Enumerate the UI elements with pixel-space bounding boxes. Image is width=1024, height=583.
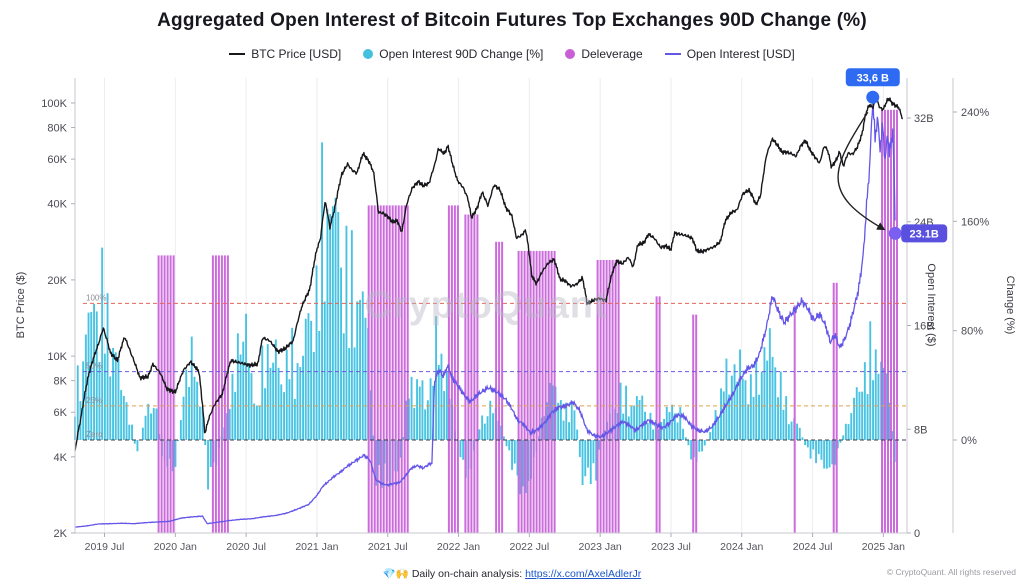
y-axis-title-btc-price: BTC Price ($)	[15, 271, 27, 339]
deleverage-bands	[157, 109, 898, 534]
svg-text:40K: 40K	[47, 199, 67, 211]
svg-text:10K: 10K	[47, 351, 67, 363]
svg-text:20K: 20K	[47, 275, 67, 287]
end-oi-dot	[888, 226, 902, 240]
svg-text:2020 Jul: 2020 Jul	[226, 541, 266, 553]
footer-note: 💎🙌 Daily on-chain analysis: https://x.co…	[0, 567, 1024, 580]
deleverage-marker-icon	[565, 49, 576, 59]
chart-title: Aggregated Open Interest of Bitcoin Futu…	[157, 10, 867, 31]
y-axis-title-change: Change (%)	[1004, 275, 1016, 335]
peak-annotation-badge	[845, 68, 900, 87]
svg-text:2022 Jul: 2022 Jul	[510, 541, 550, 553]
svg-text:2021 Jan: 2021 Jan	[295, 541, 338, 553]
svg-text:2K: 2K	[54, 528, 68, 540]
svg-text:6K: 6K	[54, 407, 68, 419]
svg-text:2021 Jul: 2021 Jul	[368, 541, 408, 553]
svg-text:2019 Jul: 2019 Jul	[85, 541, 125, 553]
svg-text:Zero: Zero	[86, 430, 103, 439]
svg-text:160%: 160%	[961, 216, 989, 228]
legend-label-deleverage: Deleverage	[581, 47, 643, 61]
svg-text:25%: 25%	[86, 396, 102, 405]
gridlines	[104, 78, 884, 533]
open-interest-marker-icon	[664, 53, 681, 55]
oi-change-marker-icon	[363, 49, 374, 59]
annotations: 33,6 B 23.1B	[837, 68, 948, 243]
svg-text:32B: 32B	[914, 113, 934, 125]
legend-item-btc-price[interactable]: BTC Price [USD]	[229, 47, 341, 61]
svg-text:100K: 100K	[41, 98, 67, 110]
svg-text:8K: 8K	[54, 376, 68, 388]
peak-to-end-arrow	[837, 111, 886, 231]
svg-text:2022 Jan: 2022 Jan	[437, 541, 480, 553]
svg-text:2024 Jan: 2024 Jan	[720, 541, 763, 553]
end-annotation-label: 23.1B	[910, 228, 939, 240]
svg-text:2024 Jul: 2024 Jul	[793, 541, 833, 553]
open-interest-line	[74, 100, 896, 528]
legend-label-open-interest: Open Interest [USD]	[686, 47, 795, 61]
author-link[interactable]: https://x.com/AxelAdlerJr	[525, 568, 642, 580]
peak-oi-dot	[866, 90, 880, 104]
end-annotation-badge	[901, 224, 948, 243]
legend-label-oi-90d-change: Open Interest 90D Change [%]	[379, 47, 544, 61]
svg-text:80%: 80%	[961, 326, 983, 338]
svg-text:8B: 8B	[914, 424, 927, 436]
legend: BTC Price [USD] Open Interest 90D Change…	[0, 47, 1024, 61]
btc-price-line	[74, 97, 904, 451]
svg-text:2025 Jan: 2025 Jan	[862, 541, 905, 553]
svg-text:0%: 0%	[961, 435, 977, 447]
peak-annotation-label: 33,6 B	[857, 72, 889, 84]
svg-text:60K: 60K	[47, 154, 67, 166]
svg-text:50%: 50%	[86, 362, 102, 371]
btc-price-marker-icon	[229, 53, 246, 55]
svg-text:2023 Jul: 2023 Jul	[651, 541, 691, 553]
svg-text:4K: 4K	[54, 452, 68, 464]
svg-text:2020 Jan: 2020 Jan	[154, 541, 197, 553]
legend-item-oi-90d-change[interactable]: Open Interest 90D Change [%]	[363, 47, 543, 61]
legend-item-deleverage[interactable]: Deleverage	[565, 47, 643, 61]
svg-text:80K: 80K	[47, 123, 67, 135]
legend-label-btc-price: BTC Price [USD]	[251, 47, 342, 61]
footer-text: 💎🙌 Daily on-chain analysis:	[382, 568, 526, 580]
oi-90d-change-bars	[74, 142, 896, 495]
svg-text:2023 Jan: 2023 Jan	[579, 541, 622, 553]
svg-text:100%: 100%	[86, 293, 106, 302]
svg-text:240%: 240%	[961, 107, 989, 119]
svg-text:16B: 16B	[914, 321, 934, 333]
legend-item-open-interest[interactable]: Open Interest [USD]	[664, 47, 795, 61]
axes: 100K80K60K40K20K10K8K6K4K2K32B24B16B8B02…	[41, 78, 989, 553]
svg-text:0: 0	[914, 528, 920, 540]
y-axis-title-open-interest: Open Interest ($)	[925, 263, 937, 347]
copyright: © CryptoQuant. All rights reserved	[886, 567, 1016, 577]
